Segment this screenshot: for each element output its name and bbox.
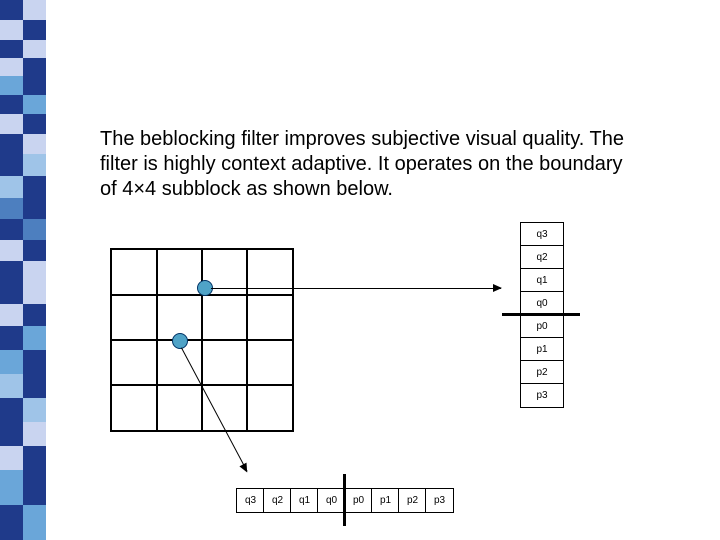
bottom-cell-q0: q0 (317, 488, 346, 513)
slide: { "description": "The beblocking filter … (0, 0, 720, 540)
horizontal-boundary-bar (502, 313, 580, 316)
bottom-cell-q2: q2 (263, 488, 292, 513)
bottom-cell-q1: q1 (290, 488, 319, 513)
bottom-cell-q3: q3 (236, 488, 265, 513)
horizontal-arrow (211, 288, 501, 289)
side-decorative-stripes (0, 0, 46, 540)
bottom-cell-p3: p3 (425, 488, 454, 513)
right-cell-q3: q3 (520, 222, 564, 247)
bottom-cell-p2: p2 (398, 488, 427, 513)
vertical-boundary-bar (343, 474, 346, 526)
bottom-cell-p1: p1 (371, 488, 400, 513)
right-cell-p0: p0 (520, 314, 564, 339)
right-cell-p1: p1 (520, 337, 564, 362)
bottom-cell-p0: p0 (344, 488, 373, 513)
right-cell-p2: p2 (520, 360, 564, 385)
right-cell-q2: q2 (520, 245, 564, 270)
right-cell-p3: p3 (520, 383, 564, 408)
description-text: The beblocking filter improves subjectiv… (100, 127, 630, 202)
right-cell-q1: q1 (520, 268, 564, 293)
marker-dot (172, 333, 188, 349)
four-by-four-grid (110, 248, 294, 432)
